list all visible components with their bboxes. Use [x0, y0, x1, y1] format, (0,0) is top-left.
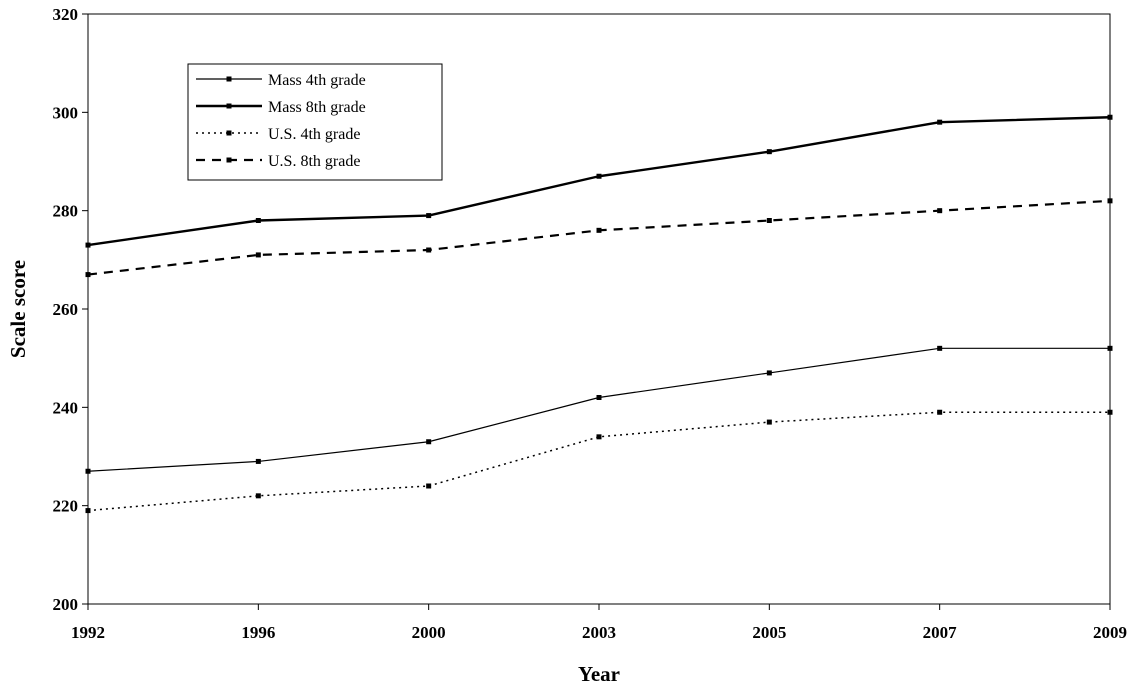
x-tick-label: 2007: [923, 623, 958, 642]
y-tick-label: 320: [53, 5, 79, 24]
legend-label: U.S. 8th grade: [268, 153, 360, 170]
series-line: [87, 199, 1111, 276]
data-point: [937, 345, 943, 351]
y-axis-title: Scale score: [6, 260, 30, 358]
data-point: [766, 419, 772, 425]
y-tick-label: 260: [53, 300, 79, 319]
x-axis-ticks: 1992 1996 2000 2003 2005 2007 2009: [71, 604, 1127, 642]
legend-label: Mass 4th grade: [268, 72, 366, 89]
legend-marker: [226, 157, 232, 163]
data-point: [255, 458, 261, 464]
legend-marker: [226, 76, 232, 82]
data-point: [596, 395, 602, 400]
data-point: [426, 213, 432, 219]
y-tick-label: 220: [53, 497, 79, 516]
x-tick-label: 2003: [582, 623, 616, 642]
x-tick-label: 1992: [71, 623, 105, 642]
y-tick-label: 200: [53, 595, 79, 614]
data-point: [255, 493, 261, 499]
data-point: [255, 218, 261, 223]
series-1: [85, 345, 1113, 474]
x-axis-title: Year: [578, 662, 620, 686]
data-point: [766, 370, 772, 376]
data-point: [596, 173, 602, 179]
data-point: [937, 409, 943, 415]
x-tick-label: 1996: [241, 623, 275, 642]
data-point: [596, 434, 602, 440]
y-tick-label: 240: [53, 398, 79, 417]
x-tick-label: 2005: [752, 623, 786, 642]
data-point: [937, 119, 943, 125]
data-point: [426, 439, 432, 445]
data-point: [766, 218, 772, 223]
series-line: [87, 411, 1110, 512]
data-point: [596, 227, 602, 233]
legend-marker: [226, 130, 232, 136]
series-4: [85, 198, 1113, 278]
legend-label: Mass 8th grade: [268, 99, 366, 116]
data-point: [766, 149, 772, 155]
data-point: [937, 208, 943, 214]
x-tick-label: 2000: [412, 623, 446, 642]
y-axis-ticks: 200 220 240 260 280 300 320: [53, 5, 88, 614]
legend-label: U.S. 4th grade: [268, 126, 360, 143]
series-line: [87, 347, 1110, 472]
data-point: [426, 483, 432, 489]
series-3: [85, 409, 1113, 514]
legend-marker: [226, 103, 232, 109]
legend: Mass 4th grade Mass 8th grade U.S. 4th gra…: [187, 63, 443, 181]
data-point: [255, 252, 261, 258]
x-tick-label: 2009: [1093, 623, 1127, 642]
plot-area-frame: [87, 13, 1111, 605]
y-tick-label: 300: [53, 103, 79, 122]
data-point: [426, 247, 432, 253]
y-tick-label: 280: [53, 202, 79, 221]
